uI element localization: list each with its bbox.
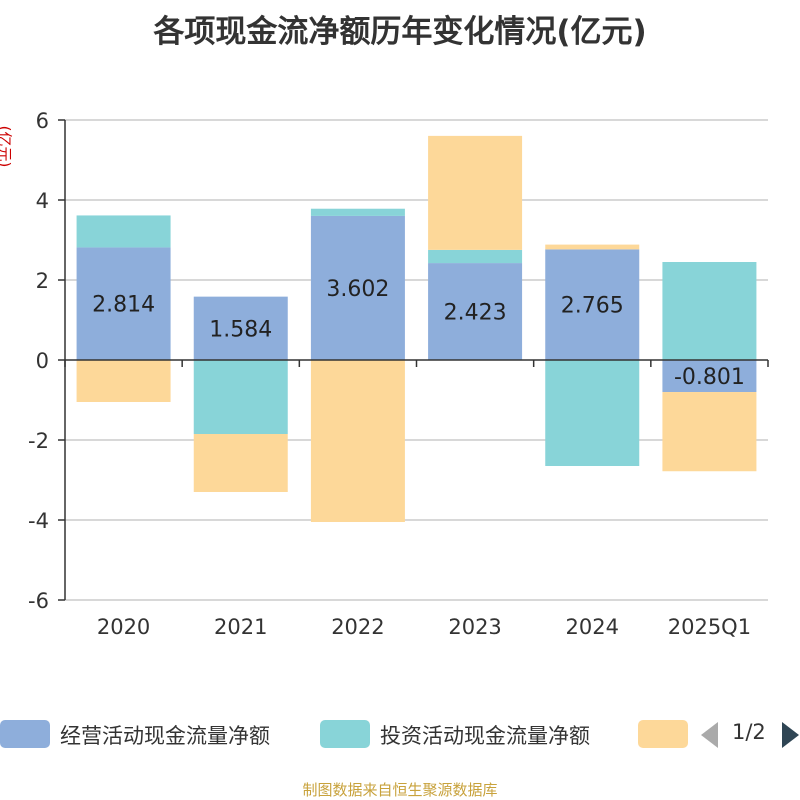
y-tick-label: -2 (28, 429, 49, 453)
bar-series2-2025Q1 (662, 392, 757, 472)
bar-series1-2025Q1 (662, 262, 757, 360)
bar-series1-2021 (193, 360, 288, 434)
bar-series2-2021 (193, 434, 288, 492)
bar-series0-2022 (310, 215, 405, 360)
x-tick-label: 2024 (566, 615, 619, 639)
data-label: 3.602 (326, 277, 389, 302)
legend-page-indicator: 1/2 (732, 720, 766, 744)
y-tick-label: 4 (36, 189, 49, 213)
chart-plot: 6 4 2 0 -2 -4 -6 2.814 1.584 3.602 2.423 2.765 -0.80… (28, 109, 769, 639)
x-tick-label: 2023 (448, 615, 501, 639)
x-tick-label: 2025Q1 (668, 615, 751, 639)
bar-series0-2023 (428, 263, 523, 360)
bar-series2-2020 (76, 360, 171, 402)
x-tick-label: 2021 (214, 615, 267, 639)
chart-title: 各项现金流净额历年变化情况(亿元) (153, 14, 647, 50)
legend-swatch-operating (0, 720, 50, 748)
bar-series1-2023 (428, 249, 523, 264)
x-tick-label: 2020 (97, 615, 150, 639)
source-note: 制图数据来自恒生聚源数据库 (302, 781, 498, 799)
bar-series0-2025Q1 (662, 360, 757, 393)
legend-swatch-financing (638, 720, 688, 748)
legend-next-page-icon[interactable] (782, 722, 799, 748)
data-label: 2.423 (444, 301, 507, 326)
y-tick-label: 6 (36, 109, 49, 133)
legend-prev-page-icon[interactable] (701, 722, 718, 748)
bar-series1-2022 (310, 208, 405, 216)
bar-series2-2022 (310, 360, 405, 522)
bar-series1-2024 (545, 360, 640, 466)
bar-series2-2024 (545, 244, 640, 250)
y-tick-label: -4 (28, 509, 49, 533)
bar-series0-2024 (545, 249, 640, 360)
data-label: 1.584 (209, 317, 272, 342)
data-label: 2.814 (92, 293, 155, 318)
data-label: -0.801 (674, 365, 745, 390)
bar-series2-2023 (428, 135, 523, 250)
bar-series1-2020 (76, 215, 171, 248)
data-label: 2.765 (561, 294, 624, 319)
bar-series0-2021 (193, 296, 288, 360)
y-tick-label: 0 (36, 349, 49, 373)
y-tick-label: 2 (36, 269, 49, 293)
legend-label-investing: 投资活动现金流量净额 (380, 724, 590, 748)
x-tick-label: 2022 (331, 615, 384, 639)
y-tick-label: -6 (28, 589, 49, 613)
bar-series0-2020 (76, 247, 171, 360)
legend-label-operating: 经营活动现金流量净额 (60, 724, 270, 748)
legend-swatch-investing (320, 720, 370, 748)
